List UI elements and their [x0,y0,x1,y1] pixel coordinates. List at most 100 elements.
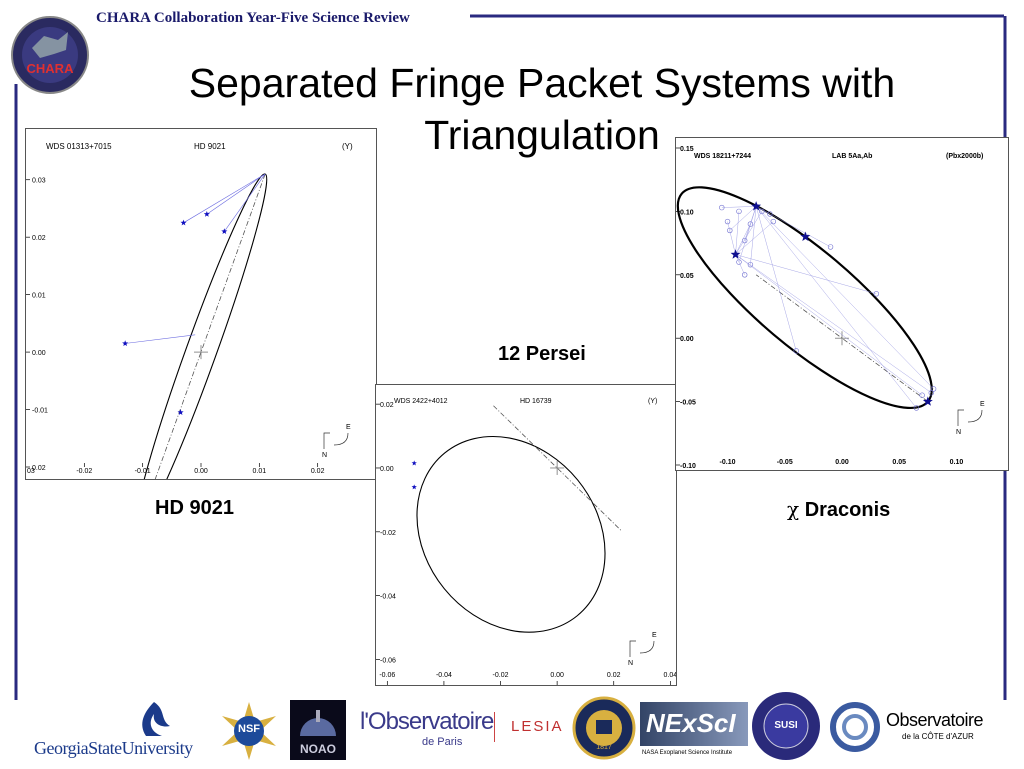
draconis-ytick-label: 0.15 [680,146,694,153]
logo-swirl [828,700,882,754]
persei-compass-arrow [639,640,655,654]
hd9021-compass-east: E [346,424,351,431]
draconis-compass-arrow [967,409,983,423]
persei-flag-label: (Y) [648,398,657,405]
hd9021-ytick-label: 0.03 [32,178,46,185]
persei-xtick-label: -0.06 [379,672,395,679]
draconis-compass-lines [957,409,964,426]
draconis-observation-point [747,221,754,227]
hd9021-corner-label: 03 [27,468,35,475]
logo-observatoire-paris: l'Observatoire de Paris [360,708,494,758]
noao-dome-icon [300,710,336,736]
nsf-seal-icon [222,702,276,760]
draconis-residual-line [735,254,745,275]
persei-ytick-label: 0.00 [380,466,394,473]
persei-star-point [411,460,417,466]
draconis-residual-line [755,206,934,390]
draconis-compass-north: N [956,429,961,436]
draconis-orbit-ellipse [676,186,933,410]
draconis-residual-line [729,206,757,231]
chara-logo-text: CHARA [27,61,75,76]
draconis-xtick-label: 0.10 [950,459,964,466]
draconis-ytick-label: -0.05 [680,400,696,407]
hd9021-line-of-apsides [154,173,266,479]
logo-gsu: GeorgiaStateUniversity [34,700,216,764]
umich-year: 1817 [596,744,612,751]
hd9021-residual-line [125,334,196,344]
draconis-residual-line [735,254,932,393]
persei-ytick-label: -0.04 [380,594,396,601]
oca-text: Observatoire [886,710,984,730]
obs-paris-sub: de Paris [422,736,463,748]
draconis-observation-point [724,218,731,225]
persei-xtick-label: 0.02 [607,672,621,679]
draconis-compass-east: E [980,401,985,408]
chara-logo: CHARA [11,16,89,94]
plot-hd9021-svg: WDS 01313+7015 HD 9021 (Y) 0.02 -0.01 0.00 0.0… [26,142,353,479]
draconis-star-point [800,231,811,241]
logo-nsf: NSF [218,700,280,762]
gsu-wordmark: GeorgiaStateUniversity [34,738,193,758]
persei-compass-east: E [652,632,657,639]
draconis-observation-point [913,405,920,411]
draconis-ytick-label: 0.05 [680,273,694,280]
slide-title-line1: Separated Fringe Packet Systems with [188,60,896,106]
swirl-icon [830,702,880,752]
draconis-residual-line [735,254,923,396]
susi-seal-icon [752,692,820,760]
logo-susi: SUSI [750,690,822,762]
draconis-observation-point [919,392,925,398]
hd9021-xtick-label: 0.00 [194,468,208,475]
draconis-residual-line [755,206,917,409]
draconis-observation-point [793,348,799,354]
caption-chi-draconis: χ Draconis [787,497,890,522]
hd9021-residual-line [224,173,266,232]
hd9021-ytick-label: -0.01 [32,408,48,415]
hd9021-ytick-label: 0.00 [32,350,46,357]
hd9021-residual-line [206,173,266,215]
draconis-residual-line [735,211,763,255]
logo-umich: 1817 [572,696,636,760]
hd9021-orbit-ellipse [134,173,268,479]
susi-text: SUSI [774,720,798,731]
caption-hd9021: HD 9021 [155,497,234,519]
nexsci-subtitle: NASA Exoplanet Science Institute [642,750,733,756]
draconis-ref-label: (Pbx2000b) [946,153,983,160]
persei-hd-label: HD 16739 [520,398,552,405]
noao-text: NOAO [300,742,336,756]
logo-lesia: LESIA [494,712,567,742]
nexsci-text: NExScI [646,708,736,738]
draconis-xtick-label: 0.00 [835,459,849,466]
draconis-residual-line [721,206,757,208]
draconis-residual-line [735,211,740,255]
logo-oca: Observatoire de la CÔTE d'AZUR [886,710,1006,750]
plot-chi-draconis: WDS 18211+7244 LAB 5Aa,Ab (Pbx2000b) 0.15 0.… [675,137,1009,471]
draconis-xtick-label: 0.05 [892,459,906,466]
hd9021-compass-north: N [322,452,327,459]
draconis-star-point [730,249,741,259]
plot-chi-draconis-svg: WDS 18211+7244 LAB 5Aa,Ab (Pbx2000b) 0.15 0.… [676,146,985,470]
persei-orbit-ellipse [416,435,606,633]
hd9021-wds-label: WDS 01313+7015 [46,142,112,151]
nsf-text: NSF [238,723,260,735]
persei-ytick-label: -0.06 [380,657,396,664]
draconis-line-of-apsides [755,274,929,402]
draconis-ytick-label: -0.10 [680,463,696,470]
draconis-label: Draconis [804,499,891,521]
draconis-lab-label: LAB 5Aa,Ab [832,153,872,160]
hd9021-xtick-label: 0.01 [253,468,267,475]
persei-xtick-label: -0.02 [493,672,509,679]
persei-compass-north: N [628,660,633,667]
persei-ytick-label: -0.02 [380,530,396,537]
obs-paris-text: l'Observatoire [360,708,494,735]
plot-hd9021: WDS 01313+7015 HD 9021 (Y) 0.02 -0.01 0.00 0.0… [25,128,377,480]
gsu-flame-icon [142,702,170,736]
draconis-observation-point [727,227,733,234]
hd9021-xtick-label: -0.01 [135,468,151,475]
hd9021-ytick-label: 0.02 [32,465,46,472]
hd9021-star-point [122,340,129,347]
draconis-residual-line [750,206,757,265]
hd9021-ytick-label: 0.01 [32,293,46,300]
persei-xtick-label: 0.00 [550,672,564,679]
draconis-residual-line [738,206,757,263]
